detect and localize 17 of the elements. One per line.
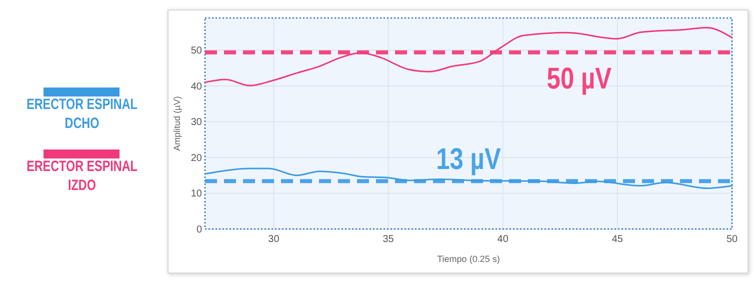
y-axis-title: Amplitud (µV) xyxy=(172,96,182,151)
x-tick-label: 50 xyxy=(726,234,738,245)
x-axis-title: Tiempo (0.25 s) xyxy=(437,254,500,264)
ref-line-label: 13 µV xyxy=(436,142,502,176)
text: ERECTOR ESPINAL IZDO xyxy=(26,158,138,194)
y-tick-label: 30 xyxy=(190,117,202,128)
x-tick-label: 30 xyxy=(268,234,280,245)
x-tick-label: 40 xyxy=(497,234,509,245)
x-tick-label: 45 xyxy=(612,234,624,245)
x-tick-label: 35 xyxy=(382,234,394,245)
y-tick-label: 20 xyxy=(190,152,202,164)
y-tick-label: 0 xyxy=(196,224,202,236)
y-tick-label: 40 xyxy=(190,81,202,92)
y-tick-label: 10 xyxy=(190,188,202,200)
text: ERECTOR ESPINAL DCHO xyxy=(26,96,138,132)
y-tick-label: 50 xyxy=(190,46,202,57)
ref-line-label: 50 µV xyxy=(546,60,612,95)
